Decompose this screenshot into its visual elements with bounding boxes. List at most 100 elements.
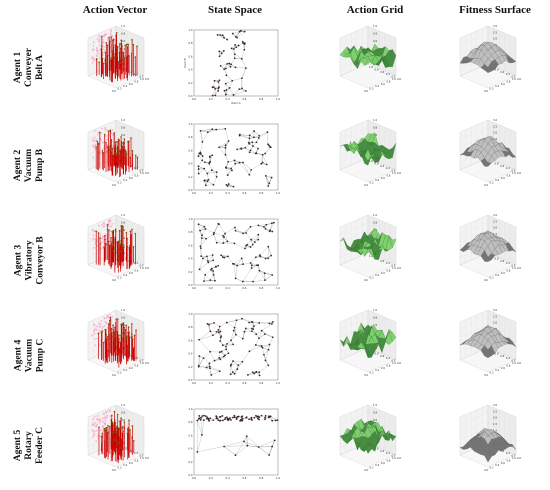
mesh-edge (261, 344, 270, 347)
z-tick-label: 1.0 (121, 118, 125, 122)
state-point (251, 243, 254, 246)
stem-shadow (106, 228, 108, 231)
state-point (203, 225, 206, 228)
stem-marker (107, 335, 109, 338)
state-point (202, 257, 204, 260)
stem-marker (99, 131, 101, 134)
stem-shadow (108, 130, 111, 132)
stem-shadow (102, 40, 104, 43)
mesh-edge (258, 225, 266, 229)
state-point (268, 144, 271, 147)
mesh-edge (228, 160, 235, 163)
stem-shadow (111, 315, 114, 318)
state-point (234, 277, 237, 280)
state-point (240, 416, 243, 418)
stem-shadow (106, 414, 109, 417)
stem-shadow (108, 219, 110, 222)
stem-shadow (104, 317, 106, 320)
mesh-edge (260, 256, 269, 259)
y-tick-label: 0.4 (134, 72, 138, 76)
state-point (224, 354, 226, 357)
stem-shadow (107, 138, 109, 140)
agent-4-label: Agent 4 Vacuum Pump C (0, 308, 60, 403)
state-point (266, 131, 269, 134)
stem-shadow (102, 148, 105, 150)
state-point (227, 183, 230, 185)
stem-shadow (93, 146, 95, 148)
y-tick-label: 0.0 (397, 171, 401, 175)
state-point (224, 93, 227, 96)
mesh-edge (224, 445, 248, 447)
x-axis-label: Item A (231, 101, 240, 105)
stem-shadow (97, 50, 99, 52)
stem-marker (132, 246, 135, 248)
state-point (227, 161, 230, 163)
stem-marker (106, 54, 109, 57)
x-tick-label: 0.6 (381, 461, 385, 465)
state-point (230, 339, 232, 342)
x-tick-label: 0.8 (134, 363, 138, 367)
stem-marker (128, 433, 130, 436)
stem-marker (114, 228, 117, 231)
state-point (243, 330, 246, 333)
mesh-edge (209, 360, 215, 364)
state-point (264, 279, 266, 282)
state-point (269, 146, 272, 149)
stem-marker (117, 318, 119, 320)
y-tick-label: 0.6 (500, 259, 504, 263)
mesh-edge (256, 153, 263, 155)
stem-shadow (102, 325, 104, 328)
y-tick-label: 0.2 (139, 169, 143, 173)
state-point (257, 224, 260, 227)
state-point (214, 94, 217, 97)
mesh-edge (262, 344, 270, 348)
mesh-edge (205, 269, 212, 275)
stem-shadow (99, 234, 102, 236)
mesh-edge (259, 270, 273, 276)
stem-marker (95, 146, 97, 148)
z-tick-label: 0.4 (121, 47, 125, 51)
state-point (199, 229, 201, 232)
z-tick-label: 1.0 (121, 403, 125, 407)
stem-marker (103, 440, 106, 443)
stem-marker (116, 55, 119, 58)
state-point (234, 35, 237, 38)
x-tick-label: 0.2 (490, 181, 494, 185)
mesh-edge (218, 80, 220, 88)
state-point (227, 419, 230, 422)
z-tick-label: 0.6 (373, 39, 377, 43)
state-point (227, 352, 230, 355)
state-point (197, 364, 200, 367)
stem-shadow (103, 223, 106, 226)
state-point (217, 89, 220, 92)
state-point (212, 273, 215, 276)
z-tick-label: 0.8 (121, 411, 125, 415)
stem-shadow (94, 230, 96, 233)
mesh-edge (216, 236, 225, 243)
stem-shadow (108, 428, 110, 430)
stem-shadow (110, 140, 112, 143)
mesh-edge (251, 265, 257, 269)
state-point (198, 152, 201, 155)
mesh-edge (239, 134, 250, 139)
y-tick-label: 0.0 (397, 266, 401, 270)
stem-shadow (94, 344, 97, 347)
mesh-edge (265, 228, 273, 232)
state-point (217, 419, 220, 422)
state-point (241, 419, 244, 422)
x-tick-label: 0.4 (226, 191, 230, 195)
y-tick-label: 0.2 (391, 75, 395, 79)
z-tick-label: 0.6 (373, 418, 377, 422)
mesh-edge (233, 89, 240, 96)
stem-shadow (101, 426, 104, 428)
mesh-edge (256, 330, 262, 335)
stem-marker (114, 144, 117, 146)
stem-shadow (95, 329, 98, 332)
z-tick-label: 1.5 (493, 137, 497, 141)
y-tick-label: 0.0 (145, 171, 149, 175)
state-point (217, 87, 220, 90)
stem-marker (128, 150, 130, 153)
x-tick-label: 1.0 (512, 77, 516, 81)
stem-shadow (96, 244, 99, 247)
state-point (215, 330, 218, 333)
